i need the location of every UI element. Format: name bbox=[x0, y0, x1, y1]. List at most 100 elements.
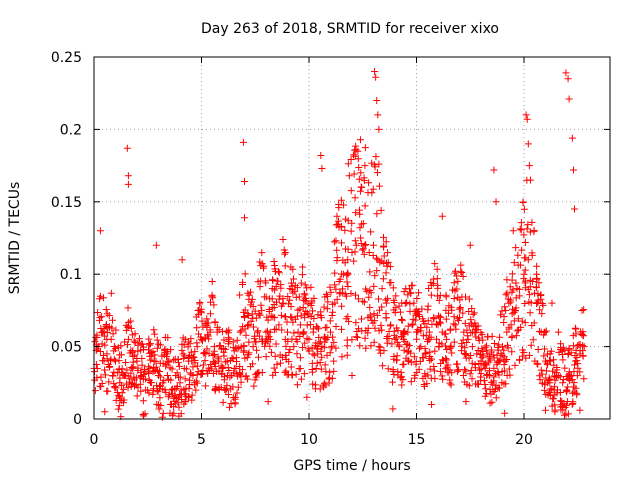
data-point bbox=[501, 409, 509, 417]
data-point bbox=[573, 372, 581, 380]
data-point bbox=[228, 354, 236, 362]
data-point bbox=[307, 283, 315, 291]
data-point bbox=[292, 293, 300, 301]
data-point bbox=[512, 294, 520, 302]
data-point bbox=[439, 375, 447, 383]
data-point bbox=[233, 336, 241, 344]
data-point bbox=[520, 231, 528, 239]
data-point bbox=[322, 368, 330, 376]
data-point bbox=[478, 331, 486, 339]
data-point bbox=[465, 354, 473, 362]
data-point bbox=[241, 270, 249, 278]
data-point bbox=[555, 348, 563, 356]
data-point bbox=[282, 367, 290, 375]
data-point bbox=[266, 342, 274, 350]
data-point bbox=[503, 341, 511, 349]
data-point bbox=[286, 346, 294, 354]
data-point bbox=[272, 282, 280, 290]
data-point bbox=[569, 166, 577, 174]
x-axis-label: GPS time / hours bbox=[293, 458, 410, 474]
data-point bbox=[442, 330, 450, 338]
data-point bbox=[520, 205, 528, 213]
data-point bbox=[99, 352, 107, 360]
data-point bbox=[508, 332, 516, 340]
data-point bbox=[184, 393, 192, 401]
data-point bbox=[410, 353, 418, 361]
data-point bbox=[101, 366, 109, 374]
data-point bbox=[508, 288, 516, 296]
data-point bbox=[137, 346, 145, 354]
data-point bbox=[344, 282, 352, 290]
data-point bbox=[373, 210, 381, 218]
data-point bbox=[239, 138, 247, 146]
data-point bbox=[154, 388, 162, 396]
data-point bbox=[252, 338, 260, 346]
data-point bbox=[430, 367, 438, 375]
data-point bbox=[320, 383, 328, 391]
data-point bbox=[354, 295, 362, 303]
data-point bbox=[491, 370, 499, 378]
data-point bbox=[497, 311, 505, 319]
data-point bbox=[561, 364, 569, 372]
data-point bbox=[155, 405, 163, 413]
data-point bbox=[525, 298, 533, 306]
data-point bbox=[309, 380, 317, 388]
data-point bbox=[329, 333, 337, 341]
data-point bbox=[127, 317, 135, 325]
data-point bbox=[146, 341, 154, 349]
data-point bbox=[91, 376, 99, 384]
data-point bbox=[313, 359, 321, 367]
data-point bbox=[393, 338, 401, 346]
data-point bbox=[123, 366, 131, 374]
data-point bbox=[100, 294, 108, 302]
data-point bbox=[341, 259, 349, 267]
data-point bbox=[350, 257, 358, 265]
data-point bbox=[298, 271, 306, 279]
data-point bbox=[330, 357, 338, 365]
data-point bbox=[424, 371, 432, 379]
data-point bbox=[461, 293, 469, 301]
data-point bbox=[332, 221, 340, 229]
data-point bbox=[356, 224, 364, 232]
data-point bbox=[373, 267, 381, 275]
data-point bbox=[433, 335, 441, 343]
data-point bbox=[124, 384, 132, 392]
data-point bbox=[535, 327, 543, 335]
data-point bbox=[247, 317, 255, 325]
data-point bbox=[417, 343, 425, 351]
data-point bbox=[563, 388, 571, 396]
data-point bbox=[185, 385, 193, 393]
data-point bbox=[330, 238, 338, 246]
data-point bbox=[365, 293, 373, 301]
data-point bbox=[118, 368, 126, 376]
data-point bbox=[382, 314, 390, 322]
data-point bbox=[518, 246, 526, 254]
data-point bbox=[315, 334, 323, 342]
data-point bbox=[138, 361, 146, 369]
data-point bbox=[293, 284, 301, 292]
data-point bbox=[542, 367, 550, 375]
data-point bbox=[175, 362, 183, 370]
data-point bbox=[137, 387, 145, 395]
data-point bbox=[451, 267, 459, 275]
data-point bbox=[159, 409, 167, 417]
data-point bbox=[262, 293, 270, 301]
data-point bbox=[277, 311, 285, 319]
data-point bbox=[112, 384, 120, 392]
data-point bbox=[510, 259, 518, 267]
data-point bbox=[136, 374, 144, 382]
data-point bbox=[234, 383, 242, 391]
data-point bbox=[146, 378, 154, 386]
data-point bbox=[306, 321, 314, 329]
data-point bbox=[526, 291, 534, 299]
data-point bbox=[328, 374, 336, 382]
data-point bbox=[281, 369, 289, 377]
data-point bbox=[181, 336, 189, 344]
data-point bbox=[279, 236, 287, 244]
y-tick-label: 0 bbox=[73, 412, 82, 428]
data-points bbox=[90, 67, 588, 421]
data-point bbox=[565, 95, 573, 103]
data-point bbox=[442, 293, 450, 301]
data-point bbox=[303, 334, 311, 342]
data-point bbox=[97, 373, 105, 381]
